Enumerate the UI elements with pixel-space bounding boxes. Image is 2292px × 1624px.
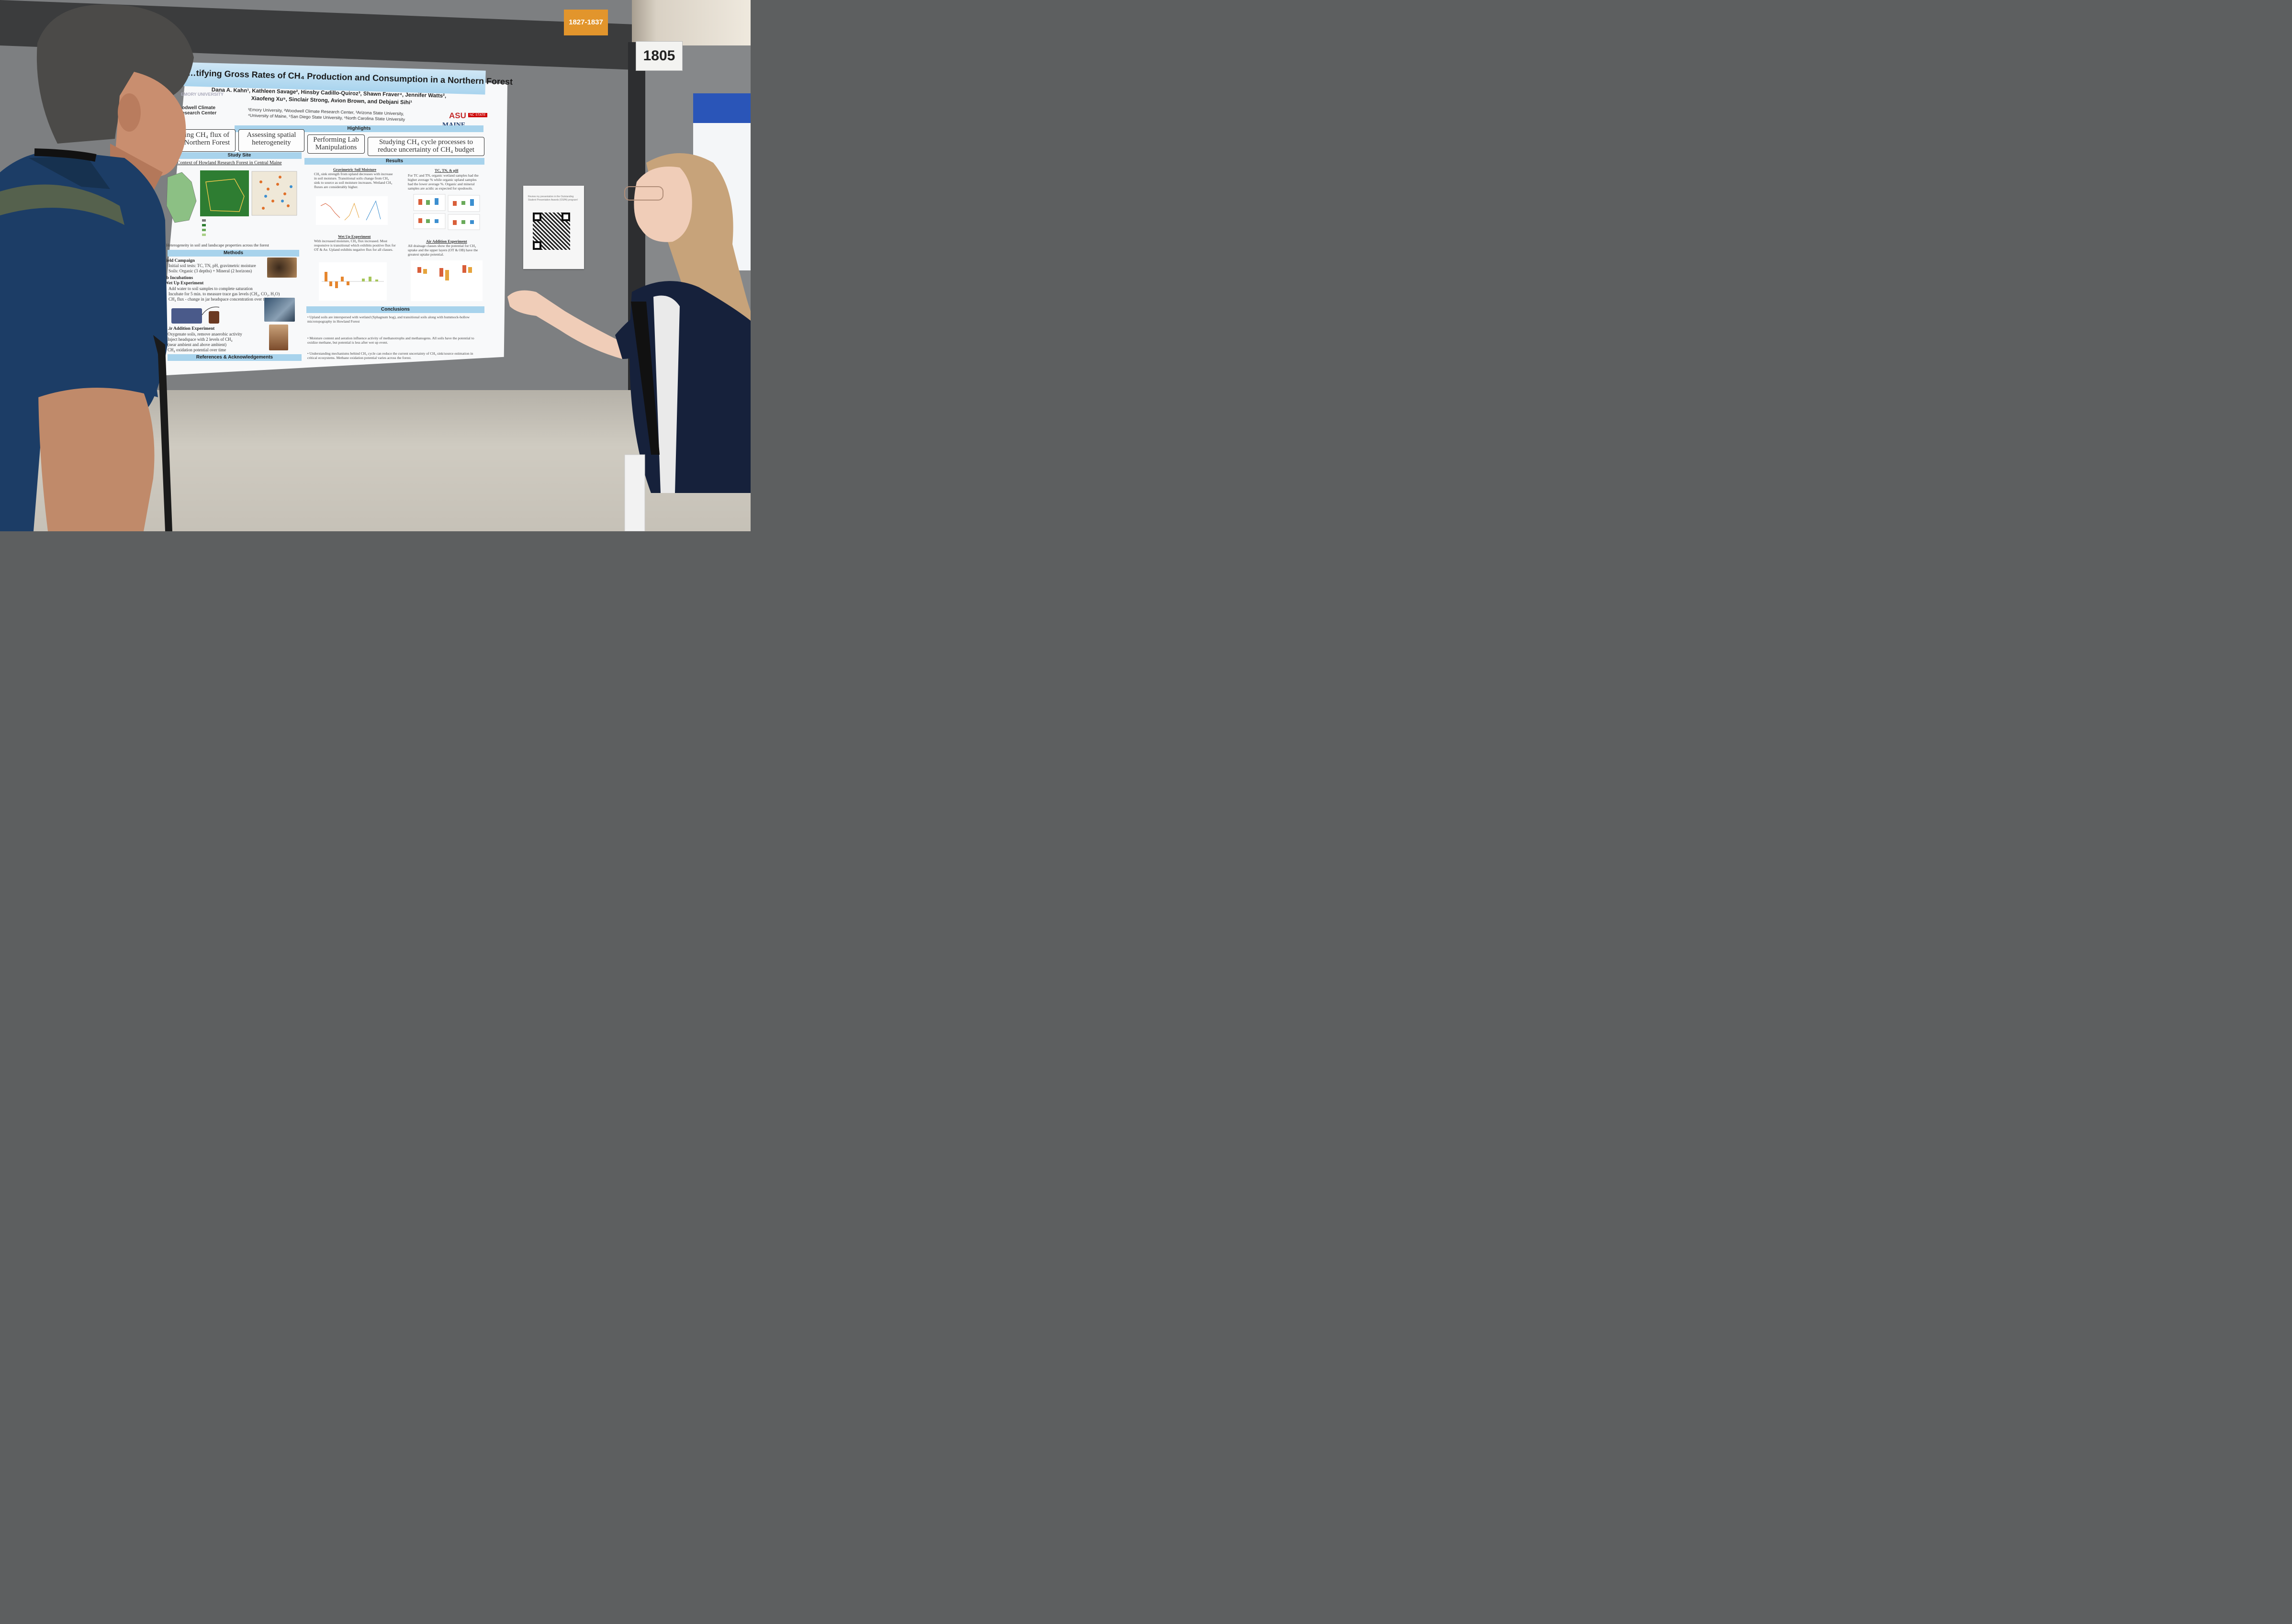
lab-equipment-diagram (171, 306, 220, 324)
conclusion-item: • Upland soils are interspersed with wet… (307, 315, 470, 324)
gas-analyzer-icon (171, 308, 202, 324)
booth-number-sign: 1805 (636, 41, 683, 71)
air-boxplots-icon (417, 265, 472, 280)
wetland-series-line (366, 200, 381, 221)
emory-logo: EMORY UNIVERSITY (181, 92, 224, 97)
forest-boundary-icon (205, 179, 245, 212)
methods-item: Add water to soil samples to complete sa… (169, 286, 253, 291)
asu-logo: ASU (449, 111, 466, 120)
qr-sheet: Review my presentation in the Outstandin… (523, 186, 584, 269)
tctn-plots (413, 194, 480, 230)
qr-finder (533, 241, 541, 250)
man-sleeve (34, 342, 158, 397)
air-addition-plot (411, 260, 483, 301)
qr-finder (533, 213, 541, 221)
woodwell-logo: …odwell Climate …esearch Center (177, 105, 217, 116)
section-methods: Methods (168, 250, 299, 257)
woman-lanyard (631, 302, 660, 455)
section-conclusions: Conclusions (306, 306, 484, 313)
sample-points-map-icon (251, 171, 297, 216)
lab-photo (264, 298, 295, 322)
qr-finder (562, 213, 570, 221)
visitor-man (0, 4, 194, 531)
conclusion-item: • Moisture content and aeration influenc… (307, 336, 474, 345)
methods-item: Initial soil tests: TC, TN, pH, gravimet… (169, 263, 256, 268)
man-lanyard (34, 148, 97, 162)
aisle-sign: 1827-1837 (564, 10, 608, 35)
transitional-series-line (344, 202, 360, 221)
methods-wetup-heading: Wet Up Experiment (165, 281, 204, 286)
methods-item: CH₄ flux - change in jar headspace conce… (169, 297, 271, 302)
results-wetup-heading: Wet Up Experiment (338, 235, 371, 239)
name-badge (624, 454, 645, 531)
man-collar (29, 156, 110, 189)
section-results: Results (304, 158, 484, 165)
methods-lab-heading: …b Incubations (162, 276, 193, 280)
qr-caption: Review my presentation in the Outstandin… (528, 195, 578, 202)
woman-face (634, 167, 692, 242)
results-tctn-heading: TC, TN, & pH (435, 168, 459, 173)
presenter-woman (507, 153, 751, 531)
methods-item: (near ambient and above ambient) (168, 342, 226, 347)
highlight-box: Assessing spatial heterogeneity (238, 129, 304, 152)
study-site-maps (166, 170, 297, 236)
soil-sample-photo (267, 258, 297, 278)
woman-blouse (653, 295, 680, 493)
man-hair (36, 4, 194, 144)
man-shirt (0, 151, 168, 531)
study-site-subtitle: Context of Howland Research Forest in Ce… (177, 160, 282, 166)
backpack-strap (0, 184, 124, 225)
sample-points-icon (259, 176, 290, 210)
methods-item: Soils: Organic (3 depths) + Mineral (2 h… (169, 269, 252, 273)
methods-field-heading: …ield Campaign (162, 258, 195, 263)
section-study-site: Study Site (177, 152, 302, 159)
results-tctn-text: For TC and TN, organic wetland samples h… (408, 173, 479, 190)
highlight-box: Performing Lab Manipulations (307, 134, 365, 154)
study-site-bullet: • Heterogeneity in soil and landscape pr… (164, 243, 269, 247)
methods-item: Oxygenate soils, remove anaerobic activi… (168, 332, 242, 336)
results-wetup-text: With increased moisture, CH₄ flux increa… (314, 239, 396, 252)
maine-map-icon (166, 172, 197, 223)
ncstate-logo: NC STATE (468, 113, 487, 117)
methods-item: CH₄ oxidation potential over time (168, 347, 226, 352)
section-references: References & Acknowledgements (168, 354, 302, 361)
gravimetric-plot (316, 196, 388, 225)
boxplot-grid-icon (413, 194, 480, 230)
glasses-icon (624, 186, 663, 201)
backpack-cord (153, 335, 172, 531)
poster-content: …tifying Gross Rates of CH₄ Production a… (158, 62, 513, 376)
results-air-text: All drainage classes show the potential … (408, 244, 478, 257)
methods-air-heading: …ir Addition Experiment (165, 326, 215, 331)
wetup-plot (319, 262, 387, 301)
highlight-box: Studying CH₄ cycle processes to reduce u… (368, 137, 484, 156)
conclusion-item: • Understanding mechanisms behind CH₄ cy… (307, 351, 473, 360)
man-arm (38, 378, 155, 531)
results-air-heading: Air Addition Experiment (426, 239, 467, 244)
wetup-bars-icon (325, 272, 349, 288)
qr-code[interactable] (533, 213, 570, 250)
forest-map-icon (200, 170, 249, 216)
methods-item: Incubate for 5 min. to measure trace gas… (169, 291, 280, 296)
woman-arm (507, 290, 622, 359)
results-gravimetric-text: CH₄ sink strength from upland decreases … (314, 172, 393, 189)
neighbor-poster-header (693, 93, 751, 123)
student-photo (269, 325, 288, 350)
methods-item: Inject headspace with 2 levels of CH₄ (168, 337, 233, 342)
results-gravimetric-heading: Gravimetric Soil Moisture (333, 168, 377, 172)
upland-series-line (320, 203, 340, 218)
soil-jar-icon (209, 311, 219, 324)
man-ear (118, 93, 141, 132)
